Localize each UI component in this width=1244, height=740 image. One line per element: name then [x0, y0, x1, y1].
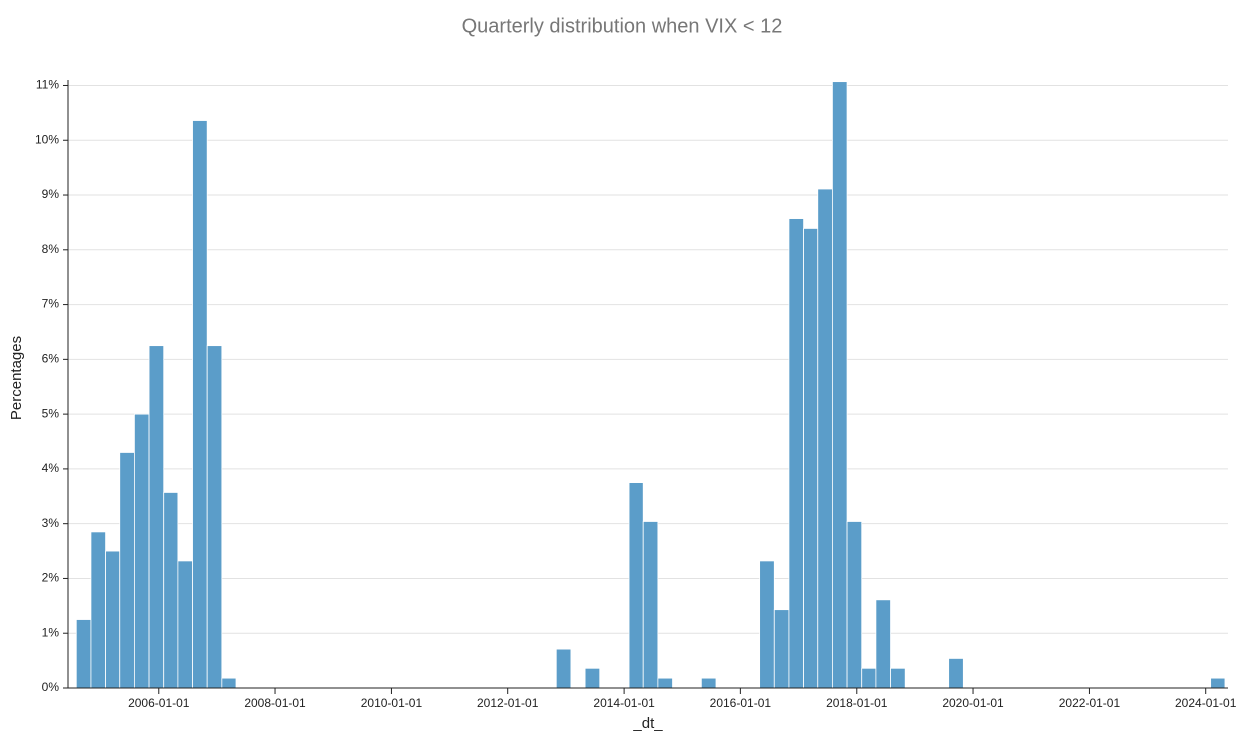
bar — [584, 667, 601, 689]
x-tick-label: 2016-01-01 — [710, 696, 772, 710]
bar — [817, 188, 833, 689]
y-tick-label: 0% — [42, 680, 60, 694]
y-tick-label: 6% — [42, 352, 60, 366]
y-tick-label: 4% — [42, 461, 60, 475]
bar — [221, 677, 237, 689]
bar — [163, 492, 179, 689]
y-tick-label: 10% — [35, 132, 59, 146]
x-tick-label: 2018-01-01 — [826, 696, 888, 710]
x-tick-label: 2024-01-01 — [1175, 696, 1237, 710]
bar — [803, 228, 819, 689]
x-axis-label: _dt_ — [632, 715, 663, 732]
x-tick-label: 2020-01-01 — [942, 696, 1004, 710]
bar — [861, 667, 877, 689]
bar — [105, 550, 121, 689]
bar — [642, 521, 659, 689]
chart-title: Quarterly distribution when VIX < 12 — [462, 15, 783, 37]
bar — [759, 560, 775, 689]
bar — [700, 677, 717, 689]
bar — [119, 452, 135, 689]
bar — [628, 482, 644, 689]
bar — [206, 345, 223, 689]
bar — [555, 648, 572, 689]
bar — [773, 609, 790, 689]
bar — [875, 599, 891, 689]
bar — [846, 521, 863, 689]
y-tick-label: 11% — [36, 78, 59, 92]
y-tick-label: 8% — [42, 242, 60, 256]
y-tick-label: 1% — [42, 625, 60, 639]
x-tick-label: 2012-01-01 — [477, 696, 539, 710]
bar — [90, 531, 106, 689]
bar — [134, 413, 150, 689]
bar — [1210, 677, 1226, 689]
x-tick-label: 2022-01-01 — [1059, 696, 1121, 710]
bar — [657, 677, 673, 689]
bar — [890, 667, 906, 689]
y-tick-label: 5% — [42, 406, 60, 420]
bar — [192, 120, 208, 689]
x-tick-label: 2010-01-01 — [361, 696, 423, 710]
y-tick-label: 9% — [42, 187, 60, 201]
bar — [148, 345, 165, 689]
y-tick-label: 2% — [42, 571, 60, 585]
y-axis-label: Percentages — [8, 336, 25, 420]
bar — [788, 218, 804, 689]
bar — [832, 81, 848, 689]
bar — [177, 560, 193, 689]
x-tick-label: 2008-01-01 — [244, 696, 306, 710]
y-tick-label: 3% — [42, 516, 60, 530]
bar — [75, 619, 92, 689]
x-tick-label: 2014-01-01 — [593, 696, 655, 710]
bar — [948, 658, 964, 689]
y-tick-label: 7% — [42, 297, 60, 311]
x-tick-label: 2006-01-01 — [128, 696, 190, 710]
